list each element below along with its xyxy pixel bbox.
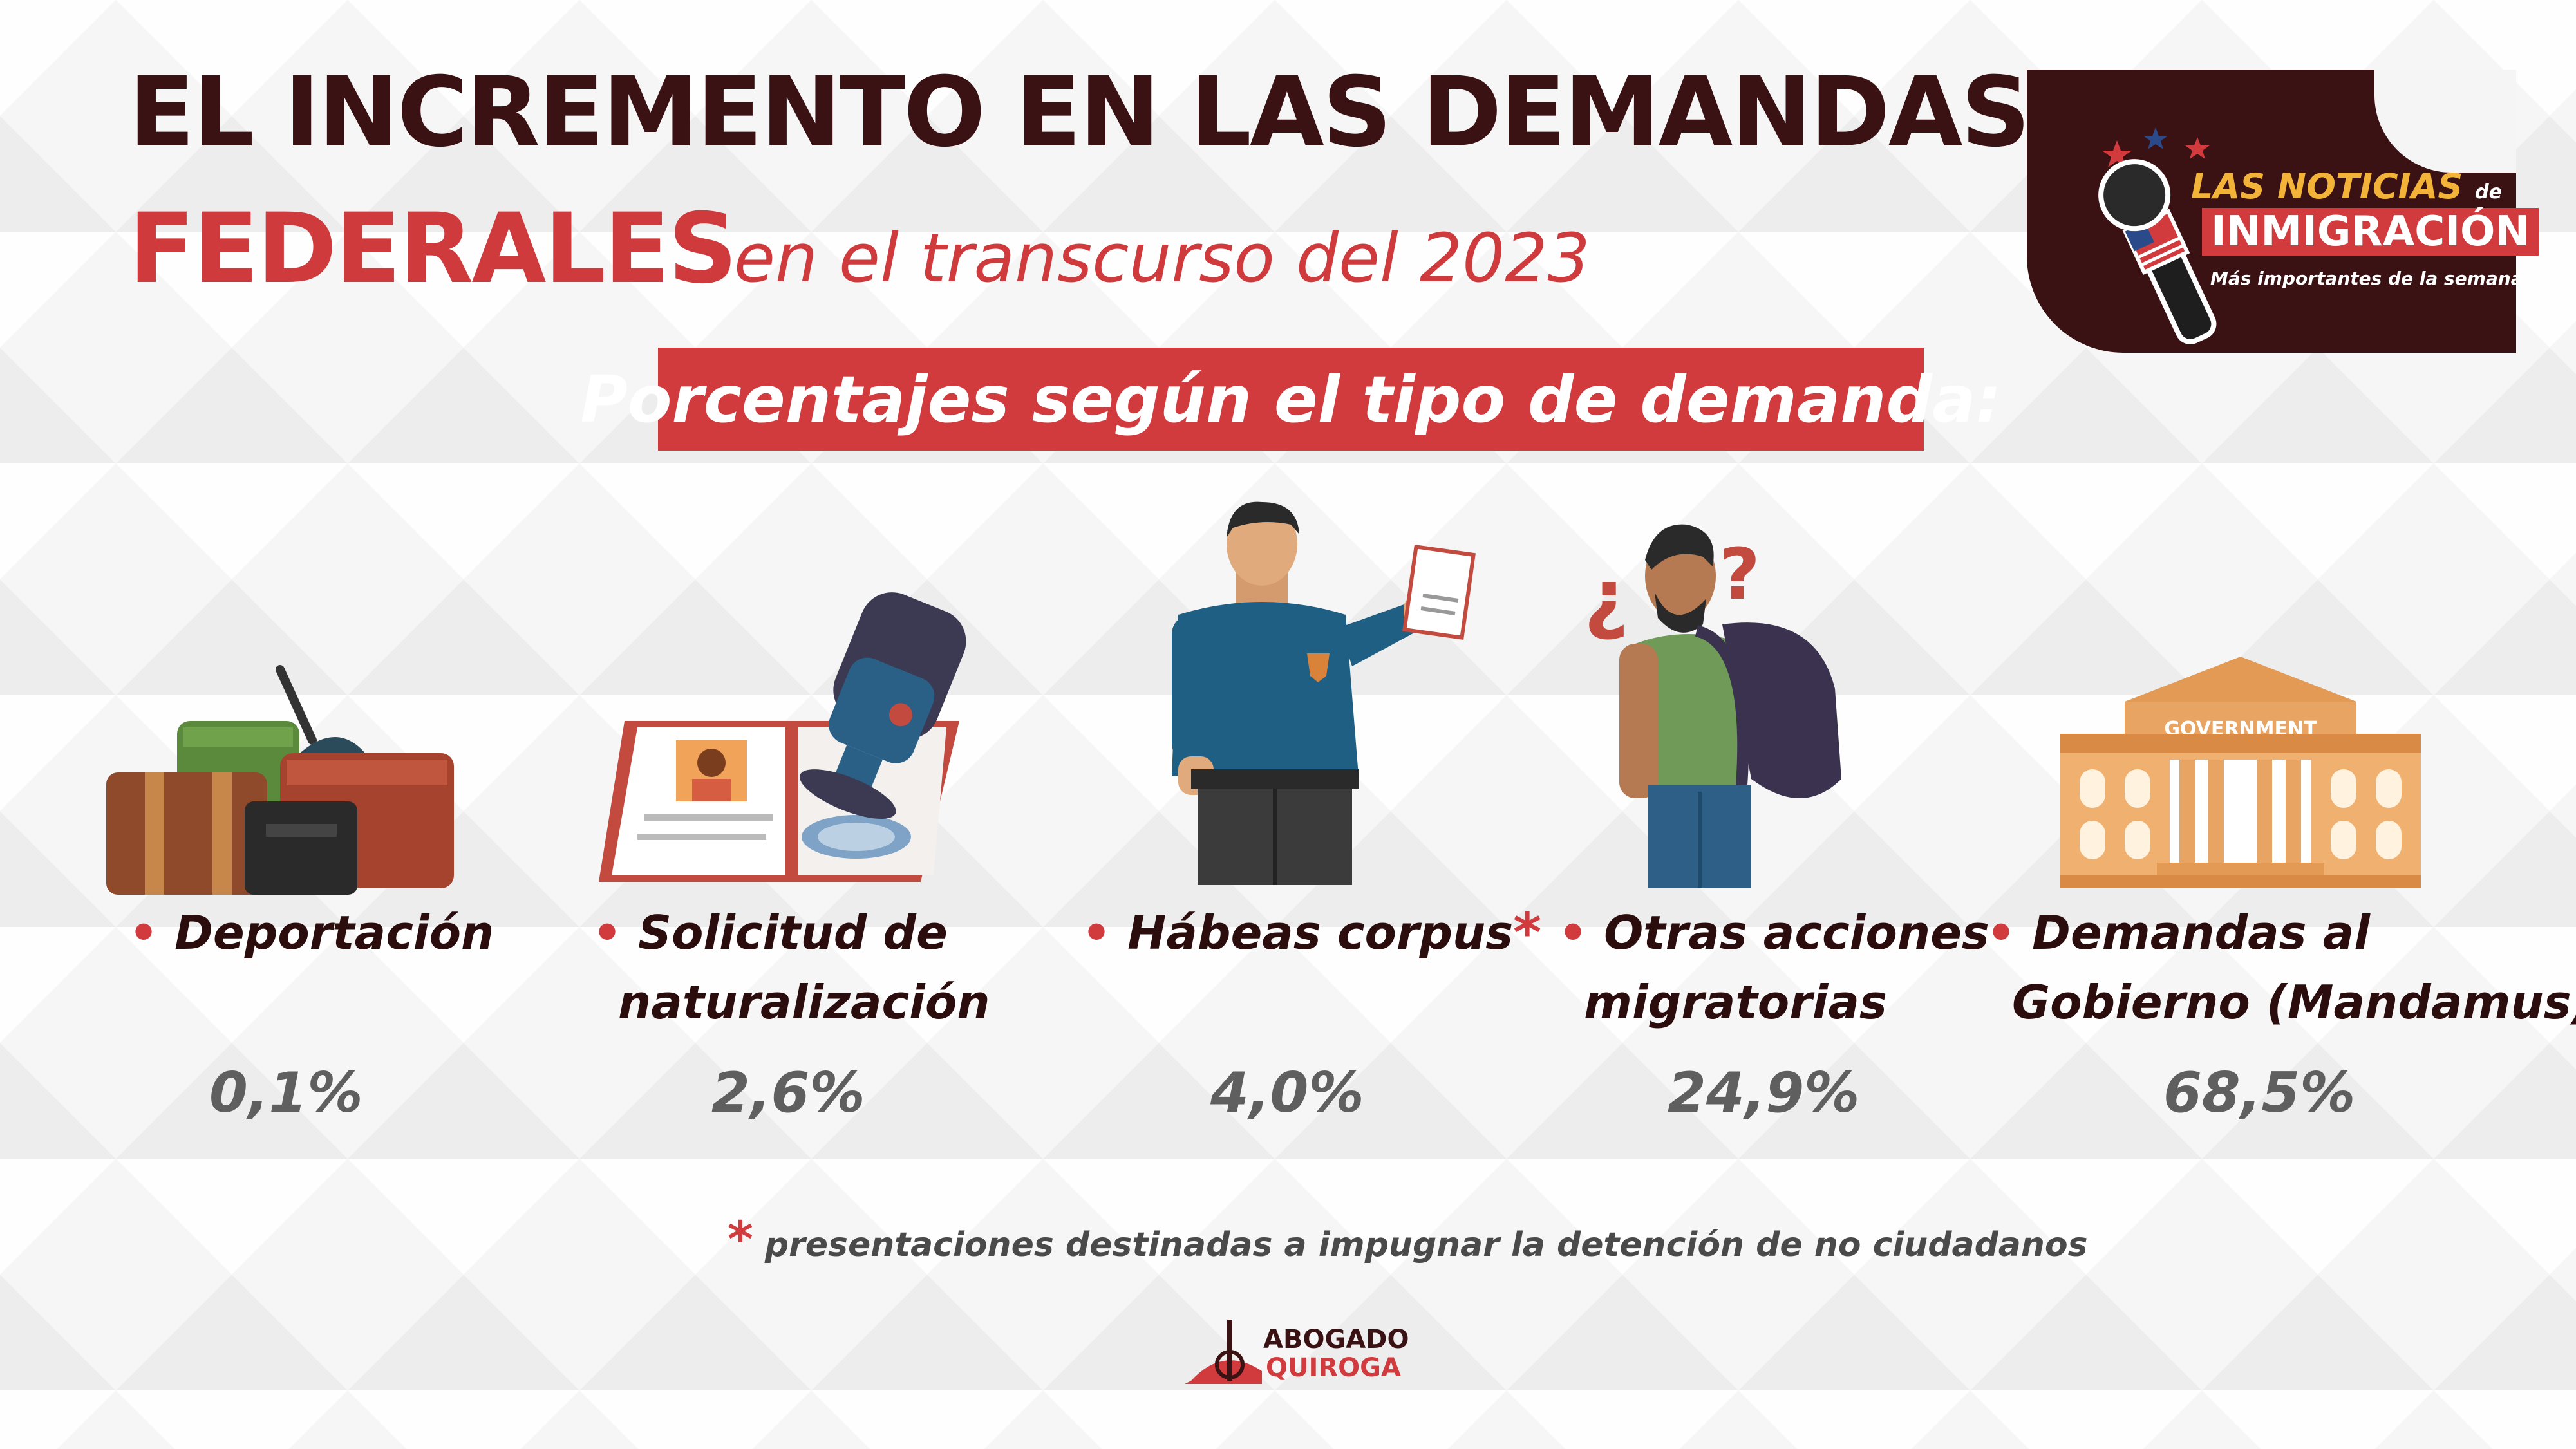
subtitle-text: Porcentajes según el tipo de demanda: [580,361,2002,437]
svg-text:?: ? [1719,533,1760,615]
item-label-habeas-corpus: • Hábeas corpus* [1082,901,1542,964]
asterisk-icon: * [1513,901,1542,964]
title-line-2-suffix: en el transcurso del 2023 [734,219,1590,297]
asterisk-icon: * [728,1210,753,1267]
logo-line-1: LAS NOTICIAS de [2191,166,2502,207]
luggage-icon [106,665,454,895]
brand-logo: ABOGADO QUIROGA [1185,1320,1409,1393]
value-habeas-corpus: 4,0% [1210,1061,1364,1125]
star-icon [2143,127,2168,149]
brand-line-1: ABOGADO [1263,1325,1409,1354]
value-deportacion: 0,1% [209,1061,363,1125]
star-icon [2102,140,2132,167]
logo-line-2: INMIGRACIÓN [2202,208,2539,256]
scales-of-justice-icon [1185,1320,1262,1384]
news-logo: LAS NOTICIAS de INMIGRACIÓN Más importan… [2027,70,2539,353]
logo-notch [2374,70,2516,173]
government-building-icon: GOVERNMENT [2060,657,2421,888]
value-mandamus: 68,5% [2163,1061,2356,1125]
confused-traveler-icon: ¿ ? [1584,524,1841,888]
logo-line-3: Más importantes de la semana [2210,268,2523,289]
item-label-naturalizacion: • Solicitud de naturalización [592,906,990,1029]
item-label-mandamus: • Demandas al Gobierno (Mandamus) [1986,906,2576,1029]
star-icon [2185,137,2210,159]
subtitle-banner: Porcentajes según el tipo de demanda: [580,348,2002,451]
value-naturalizacion: 2,6% [711,1061,865,1125]
footnote: * presentaciones destinadas a impugnar l… [728,1210,2088,1267]
brand-line-2: QUIROGA [1266,1353,1401,1383]
passport-stamp-icon [599,592,966,882]
microphone-icon [2098,127,2217,344]
title-line-2: FEDERALES [129,193,738,305]
svg-text:¿: ¿ [1584,554,1629,643]
title-line-1: EL INCREMENTO EN LAS DEMANDAS [129,57,2031,169]
police-officer-icon [1172,501,1476,885]
item-label-otras-acciones: • Otras acciones migratorias [1558,906,1989,1029]
value-otras-acciones: 24,9% [1668,1061,1860,1125]
item-label-deportacion: • Deportación [129,906,494,960]
